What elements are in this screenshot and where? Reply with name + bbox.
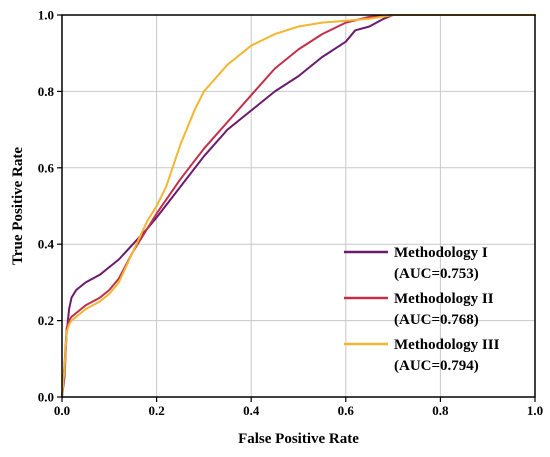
legend-label-methodology-i: Methodology I bbox=[394, 245, 488, 261]
y-tick-label: 0.8 bbox=[38, 84, 55, 99]
series-lines bbox=[61, 14, 536, 398]
y-tick-label: 0.6 bbox=[38, 160, 55, 175]
x-tick-label: 0.8 bbox=[432, 403, 449, 418]
legend-auc-methodology-ii: (AUC=0.768) bbox=[394, 312, 479, 328]
legend-auc-methodology-iii: (AUC=0.794) bbox=[394, 358, 479, 374]
series-line-methodology-ii bbox=[61, 14, 536, 398]
series-line-methodology-i bbox=[61, 14, 536, 398]
x-axis-title: False Positive Rate bbox=[238, 431, 359, 447]
plot-frame bbox=[61, 14, 536, 398]
y-axis-ticks: 0.0 0.2 0.4 0.6 0.8 1.0 bbox=[38, 8, 62, 405]
x-tick-label: 0.6 bbox=[338, 403, 355, 418]
y-tick-label: 0.0 bbox=[38, 390, 54, 405]
y-axis-title: True Positive Rate bbox=[10, 147, 26, 265]
x-tick-label: 0.4 bbox=[243, 403, 260, 418]
x-tick-label: 1.0 bbox=[527, 403, 543, 418]
x-tick-label: 0.0 bbox=[54, 403, 70, 418]
series-line-methodology-iii bbox=[61, 14, 536, 398]
legend-label-methodology-ii: Methodology II bbox=[394, 291, 494, 307]
legend-auc-methodology-i: (AUC=0.753) bbox=[394, 266, 479, 282]
x-axis-ticks: 0.0 0.2 0.4 0.6 0.8 1.0 bbox=[54, 397, 543, 418]
legend: Methodology I (AUC=0.753) Methodology II… bbox=[344, 245, 500, 374]
legend-label-methodology-iii: Methodology III bbox=[394, 337, 500, 353]
y-tick-label: 0.4 bbox=[38, 237, 55, 252]
x-tick-label: 0.2 bbox=[148, 403, 164, 418]
y-tick-label: 1.0 bbox=[38, 8, 54, 23]
y-tick-label: 0.2 bbox=[38, 313, 54, 328]
